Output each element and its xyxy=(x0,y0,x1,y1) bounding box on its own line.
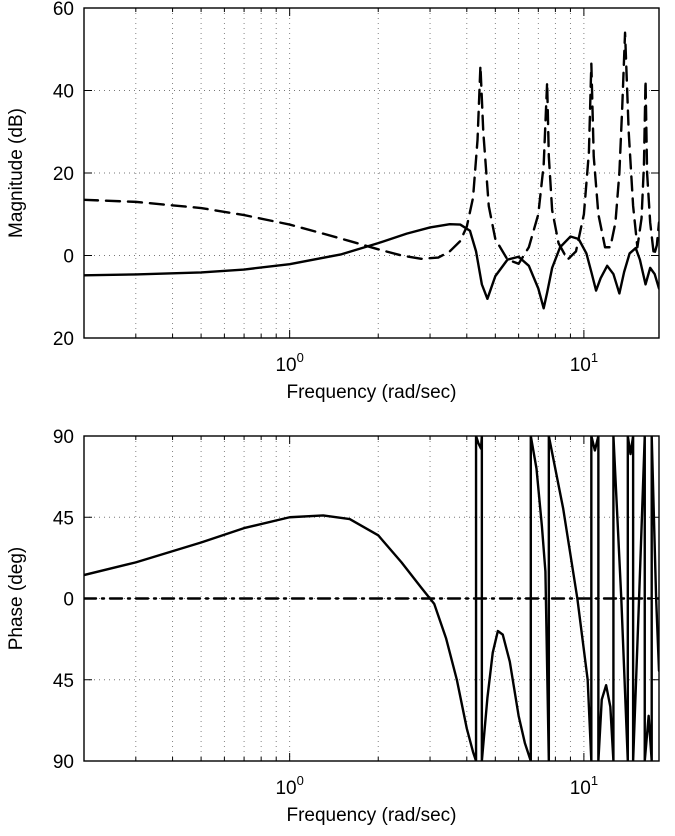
x-tick-label: 101 xyxy=(570,350,598,376)
x-tick-exponent: 0 xyxy=(297,350,304,365)
y-tick-label: 60 xyxy=(53,0,74,20)
x-axis-label: Frequency (rad/sec) xyxy=(286,805,456,826)
y-axis-label: Magnitude (dB) xyxy=(6,108,27,238)
series-group xyxy=(84,436,659,761)
x-tick-base: 10 xyxy=(570,778,591,799)
x-axis-label: Frequency (rad/sec) xyxy=(286,382,456,403)
series-group xyxy=(84,31,659,310)
y-tick-label: 40 xyxy=(53,82,74,103)
grid xyxy=(84,8,659,338)
series-line-dashed xyxy=(84,31,659,265)
x-tick-label: 101 xyxy=(570,773,598,799)
x-tick-exponent: 1 xyxy=(591,773,598,788)
y-tick-label: 90 xyxy=(53,427,74,448)
y-axis-label: Phase (deg) xyxy=(6,547,27,651)
x-tick-base: 10 xyxy=(570,355,591,376)
y-tick-label: 20 xyxy=(53,164,74,185)
y-tick-label: 0 xyxy=(63,590,74,611)
x-tick-label: 100 xyxy=(275,350,303,376)
y-tick-label: 90 xyxy=(53,752,74,773)
y-tick-label: 45 xyxy=(53,671,74,692)
x-tick-exponent: 1 xyxy=(591,350,598,365)
y-tick-label: 45 xyxy=(53,508,74,529)
plot-frame xyxy=(83,7,660,339)
x-tick-base: 10 xyxy=(275,355,296,376)
plot-frame xyxy=(83,435,660,762)
y-tick-label: 0 xyxy=(63,247,74,268)
x-tick-label: 100 xyxy=(275,773,303,799)
x-tick-base: 10 xyxy=(275,778,296,799)
x-tick-exponent: 0 xyxy=(297,773,304,788)
series-line-solid xyxy=(84,222,659,310)
y-tick-label: 20 xyxy=(53,329,74,350)
